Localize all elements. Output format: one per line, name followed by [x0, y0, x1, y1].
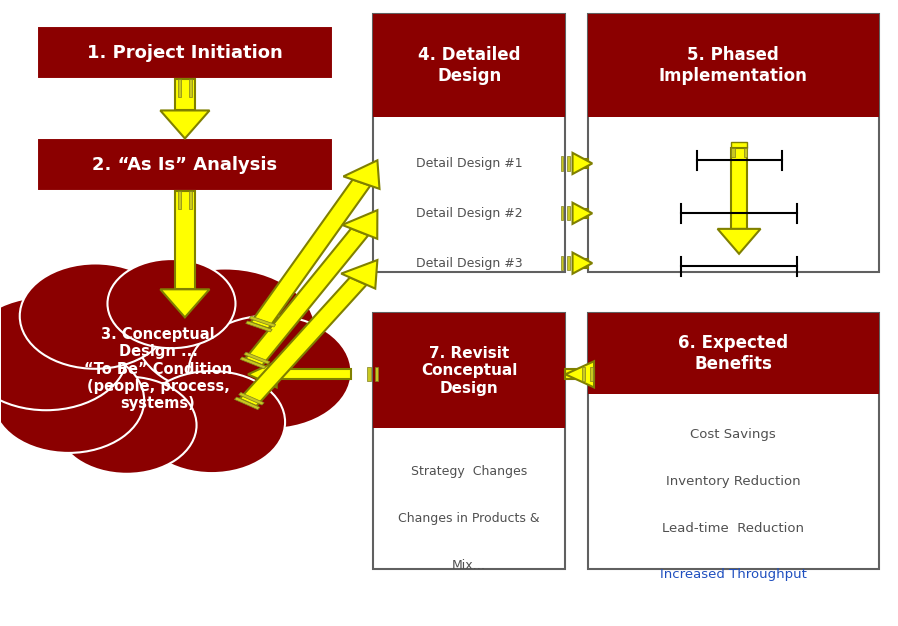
Polygon shape: [160, 110, 209, 138]
FancyBboxPatch shape: [373, 14, 566, 116]
Text: 3. Conceptual
Design ...
“To Be” Condition
(people, process,
systems): 3. Conceptual Design ... “To Be” Conditi…: [84, 327, 232, 411]
Bar: [178, 80, 181, 97]
Text: Mix…: Mix…: [452, 559, 486, 572]
FancyBboxPatch shape: [37, 138, 332, 192]
Bar: [560, 156, 563, 171]
FancyBboxPatch shape: [373, 313, 566, 428]
Text: 5. Phased
Implementation: 5. Phased Implementation: [659, 46, 807, 85]
Bar: [590, 367, 594, 381]
Bar: [277, 369, 350, 379]
Text: Strategy  Changes: Strategy Changes: [411, 465, 527, 478]
Bar: [189, 80, 192, 97]
FancyBboxPatch shape: [588, 313, 879, 394]
Text: Increased Throughput: Increased Throughput: [660, 568, 806, 582]
Polygon shape: [566, 361, 594, 387]
Bar: [178, 192, 181, 209]
Text: Changes in Products &: Changes in Products &: [399, 512, 540, 525]
Bar: [573, 209, 588, 218]
Bar: [175, 80, 195, 110]
Text: Lead-time  Reduction: Lead-time Reduction: [662, 521, 805, 535]
Bar: [582, 367, 585, 381]
Text: Detail Design #1: Detail Design #1: [416, 157, 523, 170]
Bar: [568, 156, 570, 171]
Bar: [189, 192, 192, 209]
Bar: [175, 192, 195, 289]
Bar: [560, 206, 563, 220]
FancyBboxPatch shape: [588, 14, 879, 116]
Polygon shape: [239, 393, 264, 405]
Polygon shape: [573, 252, 593, 274]
Circle shape: [138, 371, 285, 473]
Polygon shape: [160, 289, 209, 317]
Bar: [367, 367, 371, 381]
Bar: [573, 259, 588, 267]
Polygon shape: [573, 203, 593, 224]
Text: Inventory Reduction: Inventory Reduction: [666, 475, 800, 488]
FancyBboxPatch shape: [588, 14, 879, 272]
Polygon shape: [250, 316, 276, 327]
Bar: [573, 159, 588, 168]
Polygon shape: [245, 228, 368, 366]
Text: Cost Savings: Cost Savings: [691, 428, 776, 441]
Circle shape: [37, 279, 270, 441]
Polygon shape: [343, 160, 380, 189]
FancyBboxPatch shape: [373, 14, 566, 272]
FancyBboxPatch shape: [37, 26, 332, 80]
Polygon shape: [244, 352, 270, 364]
Bar: [560, 256, 563, 270]
Circle shape: [135, 269, 316, 395]
Bar: [731, 148, 747, 229]
Bar: [568, 206, 570, 220]
Text: Detail Design #2: Detail Design #2: [416, 207, 523, 220]
Circle shape: [57, 377, 197, 474]
Polygon shape: [240, 277, 366, 406]
Polygon shape: [718, 229, 761, 254]
Text: 1. Project Initiation: 1. Project Initiation: [87, 44, 283, 62]
Bar: [566, 369, 594, 379]
Text: 7. Revisit
Conceptual
Design: 7. Revisit Conceptual Design: [421, 346, 517, 396]
Circle shape: [20, 264, 171, 369]
Circle shape: [189, 316, 351, 429]
Bar: [744, 148, 747, 157]
Text: Detail Design #3: Detail Design #3: [416, 257, 523, 270]
Polygon shape: [573, 153, 593, 174]
Circle shape: [0, 347, 145, 453]
Text: 6. Expected
Benefits: 6. Expected Benefits: [678, 334, 788, 373]
Polygon shape: [248, 361, 277, 387]
FancyBboxPatch shape: [588, 313, 879, 568]
Polygon shape: [342, 210, 377, 239]
Text: 2. “As Is” Analysis: 2. “As Is” Analysis: [92, 156, 277, 174]
Polygon shape: [246, 321, 272, 332]
Bar: [375, 367, 378, 381]
Polygon shape: [234, 397, 260, 409]
Bar: [568, 256, 570, 270]
FancyBboxPatch shape: [373, 313, 566, 568]
Bar: [731, 141, 747, 148]
Text: 4. Detailed
Design: 4. Detailed Design: [418, 46, 521, 85]
Polygon shape: [251, 180, 370, 329]
Circle shape: [0, 297, 128, 410]
Circle shape: [108, 259, 235, 348]
Bar: [731, 148, 735, 157]
Polygon shape: [240, 357, 266, 369]
Polygon shape: [341, 260, 377, 289]
